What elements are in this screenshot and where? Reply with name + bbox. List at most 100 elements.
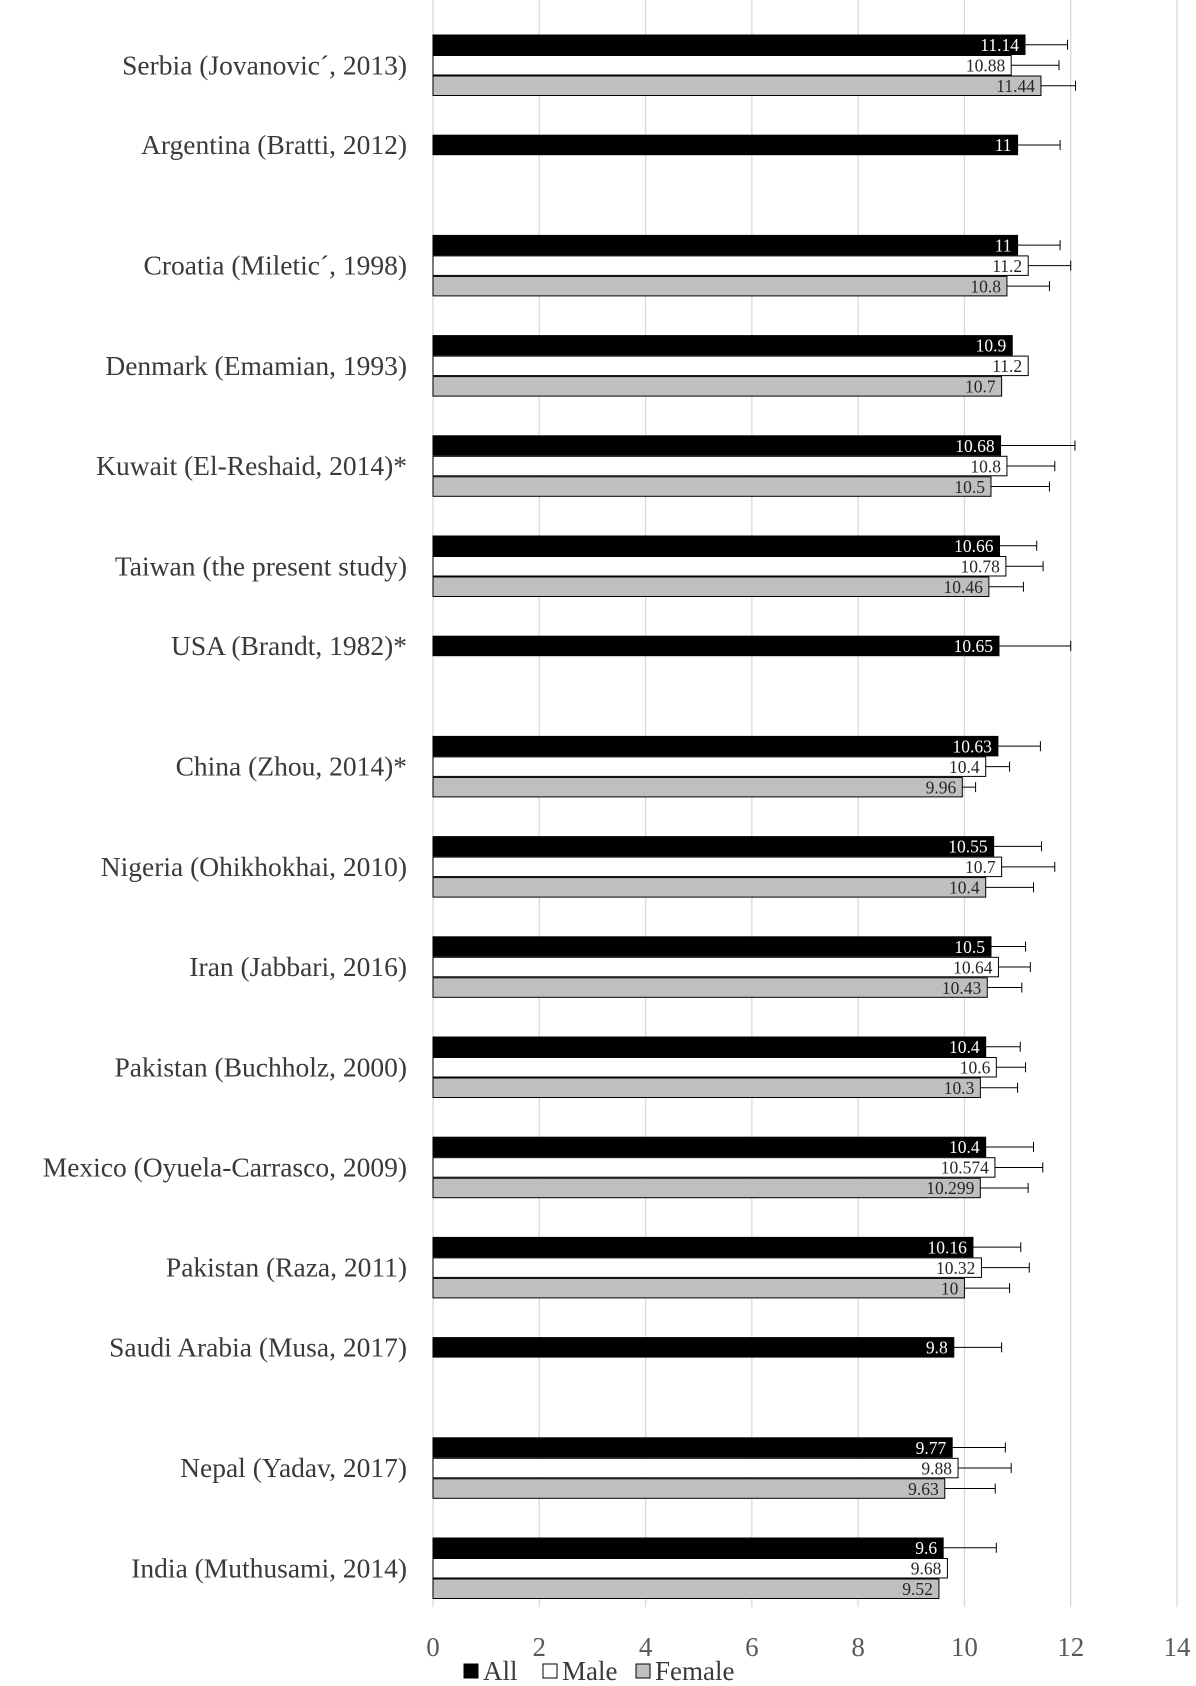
bar-all — [432, 735, 999, 757]
data-label: 10.4 — [949, 1137, 980, 1157]
bar-all — [432, 535, 1001, 556]
data-label: 10 — [941, 1278, 959, 1298]
bar-all — [432, 1537, 944, 1558]
data-label: 11.2 — [992, 356, 1022, 376]
category-label: Denmark (Emamian, 1993) — [105, 350, 407, 381]
data-label: 10.66 — [954, 536, 994, 556]
bar-all — [432, 34, 1026, 55]
data-label: 10.65 — [954, 636, 994, 656]
data-labels: 11.1410.8811.44111111.210.810.911.210.71… — [902, 35, 1035, 1599]
data-label: 11 — [995, 135, 1012, 155]
legend: All Male Female — [463, 1656, 734, 1686]
bar-all — [432, 936, 992, 957]
data-label: 10.4 — [949, 757, 980, 777]
bar-female — [432, 1077, 981, 1098]
data-label: 9.88 — [921, 1458, 952, 1478]
bar-male — [432, 556, 1007, 577]
data-label: 10.9 — [976, 336, 1007, 356]
data-label: 10.4 — [949, 1037, 980, 1057]
data-label: 10.5 — [954, 477, 985, 497]
bar-male — [432, 1457, 959, 1479]
bar-male — [432, 1057, 997, 1078]
data-label: 10.78 — [961, 557, 1001, 577]
data-label: 9.6 — [915, 1538, 937, 1558]
x-axis-ticks: 0 2 4 6 8 10 12 14 — [426, 1632, 1191, 1662]
data-label: 10.64 — [953, 957, 993, 977]
legend-label-male: Male — [562, 1656, 617, 1686]
x-tick-label: 2 — [533, 1632, 547, 1662]
bar-female — [432, 275, 1008, 297]
bar-all — [432, 635, 1000, 657]
category-label: Nepal (Yadav, 2017) — [180, 1452, 407, 1483]
bar-male — [432, 1257, 982, 1278]
data-label: 11.2 — [992, 256, 1022, 276]
category-label: Serbia (Jovanovic´, 2013) — [122, 49, 407, 80]
bar-male — [432, 355, 1029, 377]
data-label: 9.63 — [908, 1479, 939, 1499]
category-label: Pakistan (Raza, 2011) — [166, 1252, 407, 1283]
data-label: 10.5 — [954, 937, 985, 957]
data-label: 10.8 — [970, 276, 1001, 296]
data-label: 10.574 — [941, 1158, 989, 1178]
category-label: Taiwan (the present study) — [115, 550, 407, 581]
legend-swatch-male — [542, 1663, 558, 1679]
bar-male — [432, 856, 1003, 878]
x-tick-label: 0 — [426, 1632, 440, 1662]
x-tick-label: 4 — [639, 1632, 653, 1662]
category-label: China (Zhou, 2014)* — [176, 751, 407, 782]
bar-male — [432, 956, 999, 978]
bar-male — [432, 1558, 948, 1579]
x-tick-label: 10 — [951, 1632, 978, 1662]
category-label: Mexico (Oyuela-Carrasco, 2009) — [43, 1151, 407, 1182]
bar-female — [432, 75, 1042, 96]
category-label: India (Muthusami, 2014) — [131, 1552, 407, 1583]
category-label: Saudi Arabia (Musa, 2017) — [109, 1331, 407, 1362]
data-label: 11.44 — [996, 76, 1035, 96]
data-label: 9.77 — [916, 1438, 947, 1458]
x-tick-label: 6 — [745, 1632, 759, 1662]
category-label: Iran (Jabbari, 2016) — [189, 951, 407, 982]
data-label: 10.43 — [942, 978, 982, 998]
legend-label-all: All — [483, 1656, 518, 1686]
category-label: Nigeria (Ohikhokhai, 2010) — [101, 851, 407, 882]
category-labels: Serbia (Jovanovic´, 2013) Argentina (Brat… — [43, 49, 407, 1583]
bar-female — [432, 877, 987, 898]
x-tick-label: 12 — [1057, 1632, 1084, 1662]
data-label: 10.4 — [949, 878, 980, 898]
data-label: 10.55 — [948, 837, 988, 857]
category-label: Pakistan (Buchholz, 2000) — [114, 1051, 407, 1082]
bar-female — [432, 1578, 940, 1599]
bar-all — [432, 134, 1019, 156]
bar-all — [432, 1136, 987, 1158]
bar-all — [432, 335, 1013, 356]
legend-label-female: Female — [655, 1656, 734, 1686]
data-label: 9.68 — [911, 1559, 942, 1579]
category-label: Croatia (Miletic´, 1998) — [144, 250, 407, 281]
category-label: Kuwait (El-Reshaid, 2014)* — [96, 450, 407, 481]
data-label: 10.32 — [936, 1258, 975, 1278]
category-label: USA (Brandt, 1982)* — [171, 630, 407, 661]
x-tick-label: 14 — [1164, 1632, 1192, 1662]
bar-all — [432, 234, 1019, 256]
bar-all — [432, 836, 995, 857]
data-label: 10.68 — [955, 436, 995, 456]
data-label: 9.8 — [926, 1338, 948, 1358]
bar-all — [432, 1236, 974, 1258]
data-label: 9.96 — [926, 777, 957, 797]
bar-all — [432, 1437, 953, 1458]
data-label: 10.88 — [966, 56, 1006, 76]
bar-male — [432, 55, 1012, 76]
bar-female — [432, 1277, 965, 1299]
data-label: 11.14 — [980, 35, 1019, 55]
data-label: 10.16 — [928, 1237, 968, 1257]
data-label: 10.8 — [970, 456, 1001, 476]
data-label: 10.7 — [965, 377, 996, 397]
error-bars — [943, 39, 1076, 1553]
bar-male — [432, 756, 987, 777]
bars — [432, 34, 1042, 1599]
bar-all — [432, 1337, 955, 1358]
bar-female — [432, 1177, 981, 1199]
data-label: 11 — [995, 235, 1012, 255]
